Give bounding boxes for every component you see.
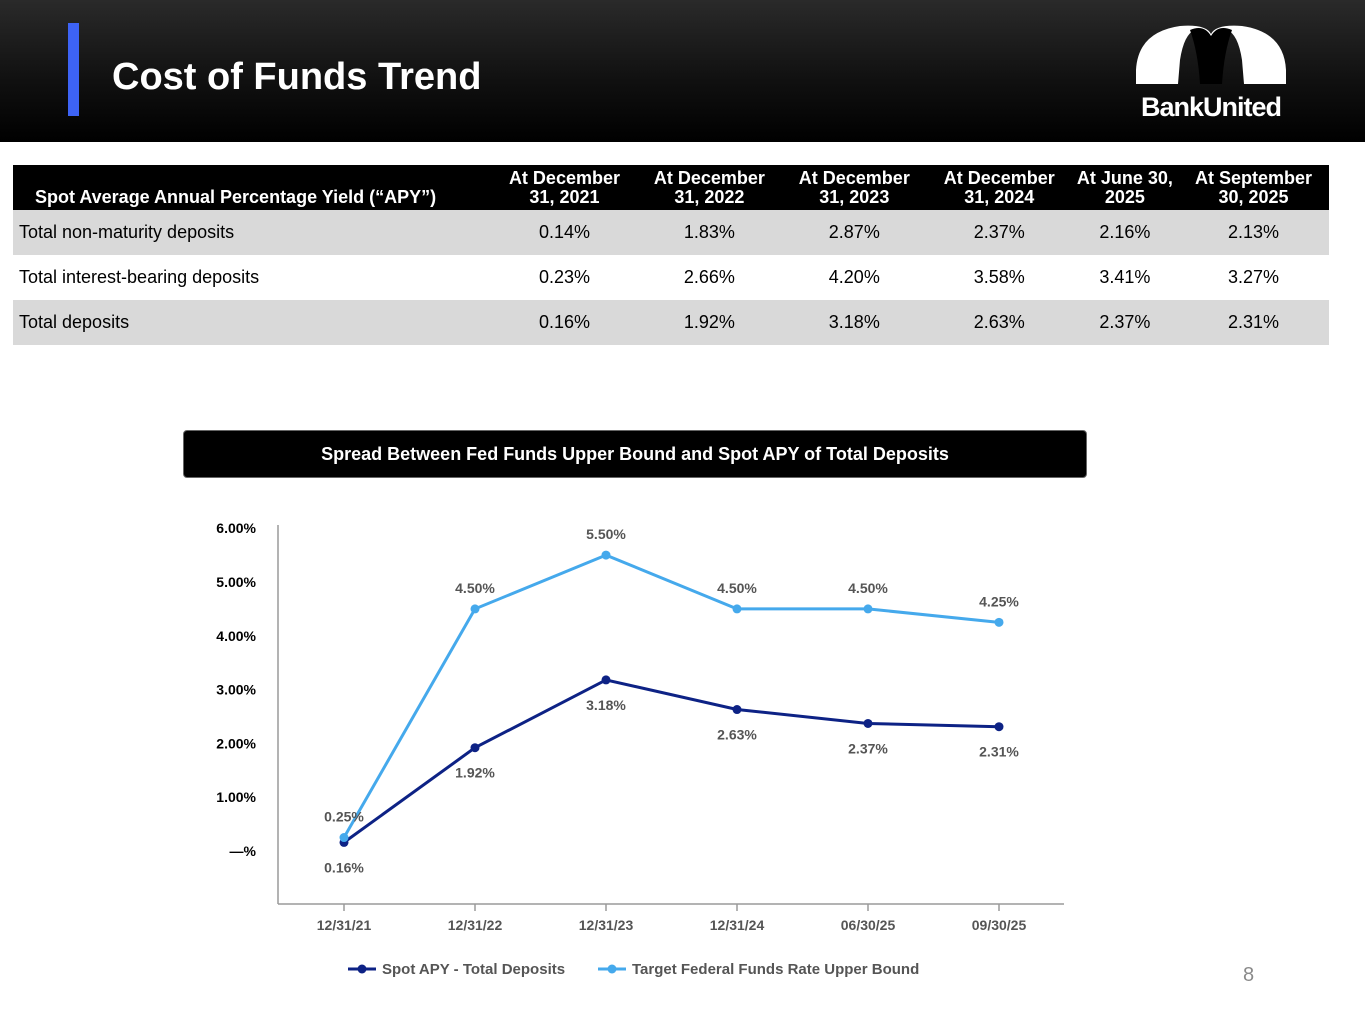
page-number: 8 xyxy=(1243,964,1255,986)
data-label: 4.50% xyxy=(455,580,495,596)
x-tick-label: 09/30/25 xyxy=(972,917,1027,933)
data-label: 4.50% xyxy=(717,580,757,596)
data-label: 4.50% xyxy=(848,580,888,596)
table-cell: 0.14% xyxy=(492,210,637,255)
data-label: 0.16% xyxy=(324,859,364,875)
table-cell: 2.66% xyxy=(683,267,735,287)
data-label: 2.37% xyxy=(848,740,888,756)
header-bar: Cost of Funds Trend BankUnited xyxy=(0,0,1365,142)
column-header: At September 30, 2025 xyxy=(1178,165,1329,210)
series-line xyxy=(342,553,1000,839)
data-label: 0.25% xyxy=(324,809,364,825)
column-header: At June 30, 2025 xyxy=(1071,165,1179,210)
data-label: 2.63% xyxy=(717,727,757,743)
data-point xyxy=(732,705,742,715)
series-line xyxy=(343,678,1000,844)
x-tick-label: 06/30/25 xyxy=(841,917,896,933)
legend-swatch-marker xyxy=(357,964,367,974)
logo-arch-icon xyxy=(1136,25,1286,85)
x-tick-label: 12/31/23 xyxy=(579,917,634,933)
title-accent-bar xyxy=(68,23,79,116)
table-cell: 1.92% xyxy=(636,300,782,345)
data-point xyxy=(339,833,349,843)
table-cell: 2.37% xyxy=(1071,300,1179,345)
table-cell: 0.23% xyxy=(538,267,590,287)
data-label: 5.50% xyxy=(586,526,626,542)
table-row: Total non-maturity deposits 0.14% 1.83% … xyxy=(13,210,1329,255)
column-header: At December 31, 2023 xyxy=(781,165,927,210)
table-cell: 1.83% xyxy=(636,210,782,255)
y-tick-label: 6.00% xyxy=(216,520,256,536)
legend-label: Spot APY - Total Deposits xyxy=(382,961,565,978)
table-cell: 3.18% xyxy=(781,300,927,345)
table-row: Total interest-bearing deposits 0.23% 2.… xyxy=(13,255,1329,300)
data-label: 1.92% xyxy=(455,765,495,781)
data-point xyxy=(601,675,611,685)
row-label: Total non-maturity deposits xyxy=(13,210,492,255)
bankunited-logo: BankUnited xyxy=(1134,22,1288,122)
data-point xyxy=(863,604,873,614)
chart-title-banner: Spread Between Fed Funds Upper Bound and… xyxy=(183,430,1087,478)
table-cell: 2.16% xyxy=(1071,210,1179,255)
legend-label: Target Federal Funds Rate Upper Bound xyxy=(632,961,919,978)
x-tick-label: 12/31/24 xyxy=(710,917,765,933)
data-point xyxy=(994,722,1004,732)
data-point xyxy=(732,604,742,614)
data-label: 2.31% xyxy=(979,744,1019,760)
data-point xyxy=(470,604,480,614)
table-cell: 2.13% xyxy=(1178,210,1329,255)
table-cell: 2.31% xyxy=(1178,300,1329,345)
column-header: At December 31, 2022 xyxy=(636,165,782,210)
table-header-row: Spot Average Annual Percentage Yield (“A… xyxy=(13,165,1329,210)
table-row: Total deposits 0.16% 1.92% 3.18% 2.63% 2… xyxy=(13,300,1329,345)
apy-table: Spot Average Annual Percentage Yield (“A… xyxy=(13,165,1329,345)
table-cell: 0.16% xyxy=(492,300,637,345)
data-point xyxy=(994,617,1004,627)
y-tick-label: 1.00% xyxy=(216,789,256,805)
y-tick-label: 5.00% xyxy=(216,574,256,590)
column-header: At December 31, 2024 xyxy=(926,165,1072,210)
table-cell: 3.41% xyxy=(1099,267,1151,287)
y-tick-label: —% xyxy=(230,843,257,859)
y-tick-label: 2.00% xyxy=(216,735,256,751)
data-label: 3.18% xyxy=(586,697,626,713)
table-cell: 4.20% xyxy=(828,267,880,287)
legend-swatch-marker xyxy=(607,964,617,974)
data-point xyxy=(470,743,480,753)
x-tick-label: 12/31/21 xyxy=(317,917,372,933)
logo-text: BankUnited xyxy=(1140,92,1282,122)
data-label: 4.25% xyxy=(979,593,1019,609)
table-cell: 2.87% xyxy=(781,210,927,255)
row-label: Total deposits xyxy=(13,300,492,345)
table-cell: 3.58% xyxy=(973,267,1025,287)
x-tick-label: 12/31/22 xyxy=(448,917,503,933)
table-cell: 3.27% xyxy=(1228,267,1280,287)
data-point xyxy=(863,718,873,728)
column-header: At December 31, 2021 xyxy=(492,165,637,210)
row-label: Total interest-bearing deposits xyxy=(19,267,260,287)
data-point xyxy=(601,550,611,560)
table-cell: 2.37% xyxy=(926,210,1072,255)
y-tick-label: 3.00% xyxy=(216,682,256,698)
table-cell: 2.63% xyxy=(926,300,1072,345)
y-tick-label: 4.00% xyxy=(216,628,256,644)
page-title: Cost of Funds Trend xyxy=(112,56,482,98)
column-header: Spot Average Annual Percentage Yield (“A… xyxy=(13,165,492,210)
